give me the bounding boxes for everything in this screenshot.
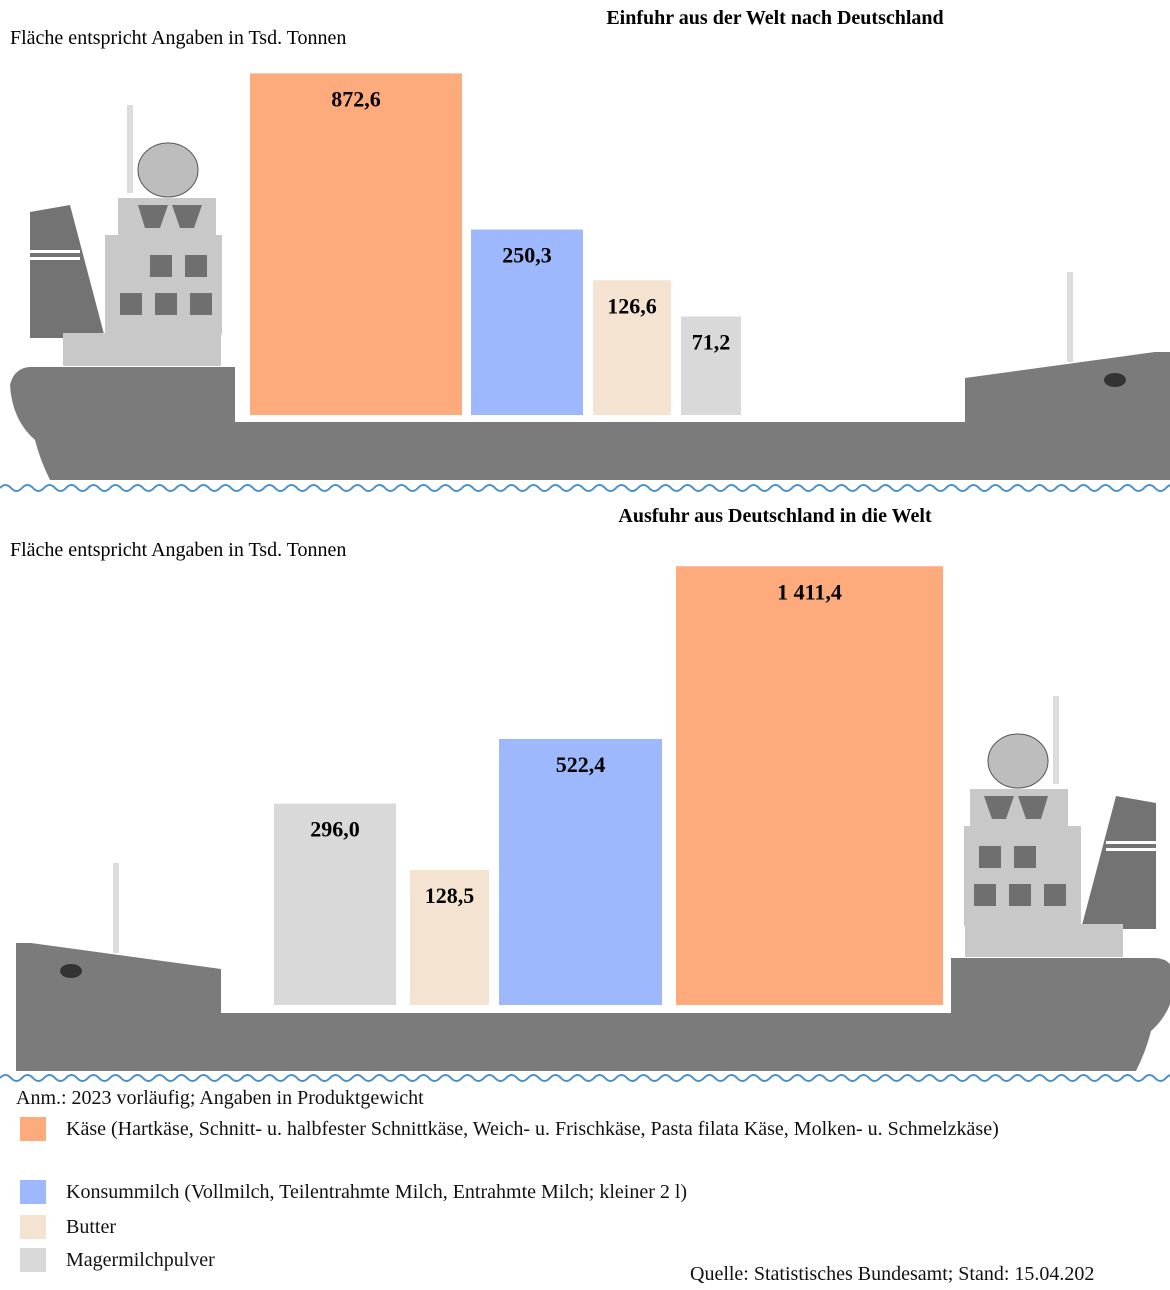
area-box	[250, 73, 462, 415]
footnote: Anm.: 2023 vorläufig; Angaben in Produkt…	[16, 1087, 424, 1109]
value-label: 872,6	[331, 86, 381, 111]
area-box	[593, 280, 671, 415]
legend-label: Magermilchpulver	[66, 1249, 215, 1271]
chart-note: Fläche entspricht Angaben in Tsd. Tonnen	[10, 27, 346, 49]
chart-title: Einfuhr aus der Welt nach Deutschland	[606, 7, 943, 29]
area-box	[471, 229, 583, 415]
value-label: 522,4	[556, 752, 606, 777]
ship-illustration	[10, 105, 1170, 480]
area-box	[410, 869, 489, 1005]
value-label: 296,0	[310, 817, 360, 842]
value-label: 1 411,4	[777, 579, 842, 604]
area-box	[681, 316, 741, 415]
legend-label: Konsummilch (Vollmilch, Teilentrahmte Mi…	[66, 1181, 688, 1203]
legend-label: Butter	[66, 1216, 116, 1238]
legend-swatch	[20, 1180, 46, 1204]
legend-swatch	[20, 1117, 46, 1141]
legend-swatch	[20, 1248, 46, 1272]
legend-swatch	[20, 1215, 46, 1239]
chart-note: Fläche entspricht Angaben in Tsd. Tonnen	[10, 539, 346, 561]
source: Quelle: Statistisches Bundesamt; Stand: …	[690, 1263, 1095, 1285]
legend-item: Butter	[20, 1215, 1126, 1239]
area-box	[676, 566, 943, 1005]
value-label: 250,3	[502, 243, 552, 268]
value-label: 126,6	[607, 293, 657, 318]
water	[0, 484, 1170, 492]
legend-item: Konsummilch (Vollmilch, Teilentrahmte Mi…	[20, 1180, 1126, 1204]
water	[0, 1074, 1170, 1082]
legend-area: Anm.: 2023 vorläufig; Angaben in Produkt…	[0, 1085, 1170, 1290]
area-box	[274, 803, 396, 1005]
value-label: 71,2	[692, 330, 731, 355]
chart-title: Ausfuhr aus Deutschland in die Welt	[618, 505, 932, 527]
chart: Einfuhr aus der Welt nach Deutschland Flä…	[0, 7, 1170, 1082]
legend-item: Magermilchpulver	[20, 1248, 1126, 1272]
legend-item: Käse (Hartkäse, Schnitt- u. halbfester S…	[20, 1117, 1126, 1141]
value-label: 128,5	[425, 883, 475, 908]
area-box	[499, 738, 662, 1005]
legend-label: Käse (Hartkäse, Schnitt- u. halbfester S…	[66, 1118, 999, 1140]
